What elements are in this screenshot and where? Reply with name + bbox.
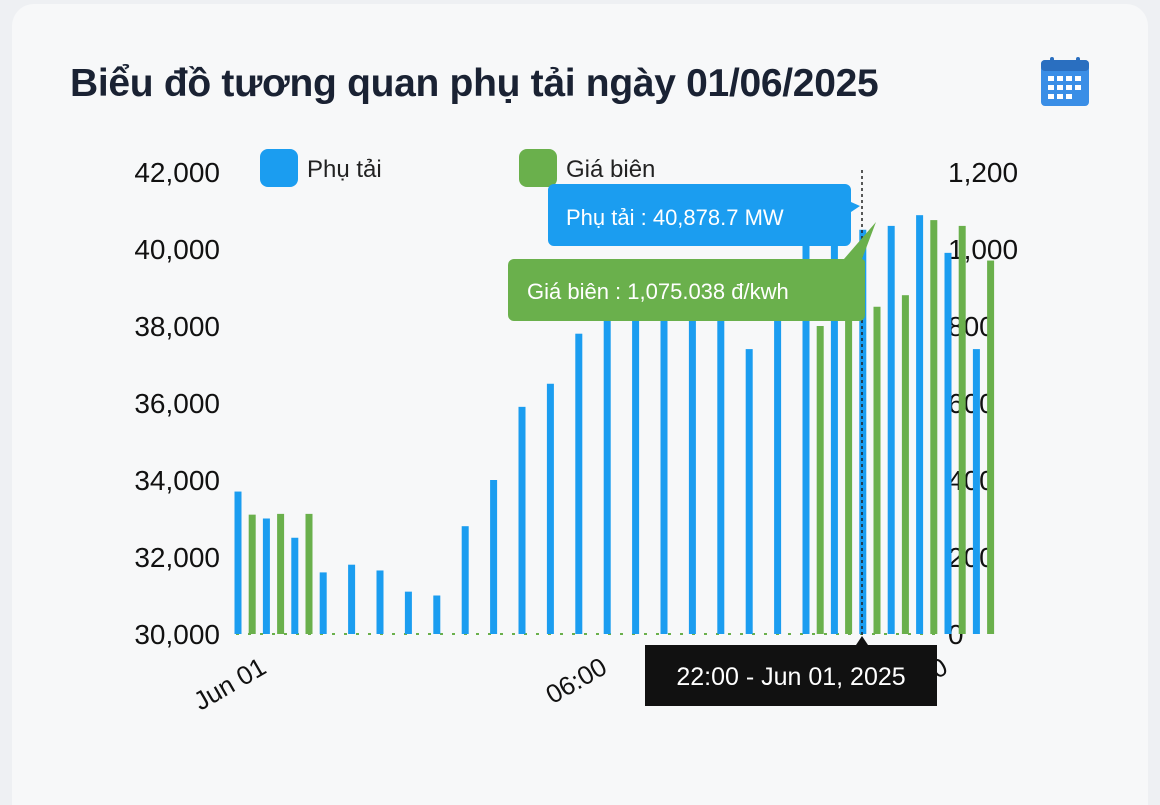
- bar-load[interactable]: [830, 233, 838, 634]
- bar-load[interactable]: [319, 572, 327, 634]
- bar-load[interactable]: [291, 537, 299, 634]
- calendar-button[interactable]: [1038, 56, 1092, 110]
- bar-load[interactable]: [518, 406, 526, 634]
- legend: Phụ tải Giá biên: [260, 149, 655, 187]
- y-left-tick-label: 38,000: [134, 311, 220, 342]
- bar-price[interactable]: [901, 295, 909, 634]
- y-right-tick-label: 600: [948, 388, 995, 419]
- bar-load[interactable]: [802, 241, 810, 635]
- legend-swatch-price[interactable]: [519, 149, 557, 187]
- bar-price[interactable]: [816, 326, 824, 634]
- bar-load[interactable]: [348, 564, 356, 634]
- left-axis: 30,000 32,000 34,000 36,000 38,000 40,000 42,0…: [134, 157, 220, 650]
- y-left-tick-label: 32,000: [134, 542, 220, 573]
- legend-swatch-load[interactable]: [260, 149, 298, 187]
- bar-load[interactable]: [859, 229, 867, 634]
- bar-load[interactable]: [490, 480, 498, 634]
- x-tick-label: 06:00: [540, 651, 611, 710]
- y-right-tick-label: 1,000: [948, 234, 1018, 265]
- bar-load[interactable]: [972, 349, 980, 634]
- bar-load[interactable]: [234, 491, 242, 634]
- page-title: Biểu đồ tương quan phụ tải ngày 01/06/20…: [70, 62, 879, 105]
- bar-load[interactable]: [745, 349, 753, 634]
- bar-load[interactable]: [717, 306, 725, 634]
- tooltip-price-text: Giá biên : 1,075.038 đ/kwh: [527, 279, 789, 304]
- bar-load[interactable]: [461, 526, 469, 634]
- bar-load[interactable]: [916, 215, 924, 634]
- tooltip-price: Giá biên : 1,075.038 đ/kwh: [508, 222, 876, 321]
- bar-price[interactable]: [277, 513, 285, 634]
- legend-label-price[interactable]: Giá biên: [566, 156, 655, 183]
- crosshair-x-label-text: 22:00 - Jun 01, 2025: [676, 663, 905, 691]
- y-left-tick-label: 34,000: [134, 465, 220, 496]
- bar-load[interactable]: [688, 302, 696, 634]
- bar-load[interactable]: [944, 252, 952, 634]
- y-left-tick-label: 40,000: [134, 234, 220, 265]
- bar-load[interactable]: [546, 383, 554, 634]
- bar-load[interactable]: [575, 333, 583, 634]
- bar-price[interactable]: [873, 306, 881, 634]
- y-right-tick-label: 1,200: [948, 157, 1018, 188]
- bar-price[interactable]: [987, 260, 995, 634]
- bar-load[interactable]: [376, 570, 384, 634]
- bar-load[interactable]: [404, 591, 412, 634]
- y-left-tick-label: 30,000: [134, 619, 220, 650]
- tooltip-load-text: Phụ tải : 40,878.7 MW: [566, 205, 784, 230]
- y-left-tick-label: 42,000: [134, 157, 220, 188]
- bar-load[interactable]: [660, 299, 668, 634]
- bar-load[interactable]: [887, 225, 895, 634]
- calendar-icon: [1041, 57, 1089, 106]
- bar-price[interactable]: [248, 514, 256, 634]
- bar-price[interactable]: [958, 225, 966, 634]
- y-right-tick-label: 200: [948, 542, 995, 573]
- bar-load[interactable]: [603, 310, 611, 634]
- bar-load[interactable]: [774, 302, 782, 634]
- bars: [234, 215, 995, 635]
- y-right-tick-label: 800: [948, 311, 995, 342]
- bar-price[interactable]: [930, 220, 938, 635]
- crosshair-x-label: 22:00 - Jun 01, 2025: [645, 645, 937, 706]
- bar-price[interactable]: [305, 513, 313, 634]
- y-left-tick-label: 36,000: [134, 388, 220, 419]
- legend-label-load[interactable]: Phụ tải: [307, 156, 382, 183]
- bar-price[interactable]: [845, 318, 853, 634]
- bar-load[interactable]: [262, 518, 270, 635]
- bar-load[interactable]: [632, 302, 640, 634]
- y-right-tick-label: 400: [948, 465, 995, 496]
- x-tick-label: Jun 01: [188, 651, 271, 716]
- tooltip-load: Phụ tải : 40,878.7 MW: [548, 184, 860, 246]
- bar-load[interactable]: [433, 595, 441, 635]
